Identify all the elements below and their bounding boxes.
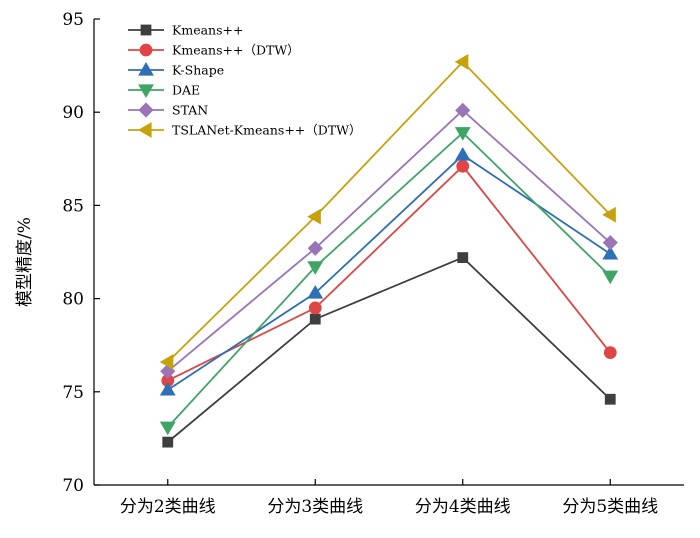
data-point	[159, 421, 176, 436]
legend-entry: K-Shape	[128, 62, 224, 78]
x-tick-label: 分为5类曲线	[562, 497, 658, 517]
y-tick-label: 95	[62, 10, 84, 30]
legend-entry: Kmeans++（DTW）	[128, 43, 300, 58]
legend-label: STAN	[172, 103, 208, 118]
legend-entry: STAN	[128, 102, 208, 118]
chart-legend: Kmeans++ Kmeans++（DTW） K-Shape DAE STAN TSLAN…	[128, 23, 361, 138]
y-tick-label: 70	[62, 476, 84, 496]
series-1	[162, 252, 616, 448]
x-tick-label: 分为4类曲线	[415, 497, 511, 517]
data-point	[457, 252, 469, 263]
data-point	[454, 127, 471, 141]
series-line	[167, 131, 611, 428]
x-tick-label: 分为2类曲线	[120, 497, 216, 517]
y-tick-label: 90	[62, 103, 84, 123]
series-6	[159, 53, 616, 370]
legend-marker	[138, 62, 154, 76]
series-line	[167, 60, 611, 363]
legend-entry: Kmeans++	[128, 23, 243, 38]
data-point	[308, 301, 322, 315]
data-point	[162, 436, 174, 448]
data-point	[603, 346, 617, 360]
legend-entry: DAE	[128, 83, 200, 98]
data-point	[454, 147, 471, 161]
legend-label: Kmeans++	[172, 23, 243, 38]
series-3	[159, 147, 619, 396]
data-point	[307, 240, 323, 256]
y-tick-label: 80	[62, 290, 84, 310]
legend-marker	[138, 122, 152, 138]
data-point	[602, 270, 619, 285]
legend-marker	[139, 43, 153, 57]
legend-marker	[138, 84, 154, 98]
series-line	[167, 256, 611, 443]
series-line	[167, 109, 611, 372]
data-point	[602, 245, 619, 260]
data-point	[602, 206, 616, 223]
x-tick-label: 分为3类曲线	[267, 497, 363, 517]
chart-axes: 70 75 80 85 90 95 分为2类曲线 分为3类曲线 分为4类曲线 分为5类曲线	[62, 10, 684, 517]
legend-marker	[140, 24, 152, 36]
series-4	[159, 127, 619, 436]
data-point	[456, 159, 470, 173]
data-point	[307, 208, 321, 225]
legend-entry: TSLANet-Kmeans++（DTW）	[128, 122, 361, 138]
legend-label: DAE	[172, 83, 200, 98]
data-point	[455, 102, 471, 118]
data-point	[309, 313, 321, 325]
data-point	[159, 381, 176, 396]
legend-label: Kmeans++（DTW）	[172, 43, 300, 58]
data-point	[307, 261, 324, 275]
series-layer	[159, 53, 619, 448]
y-axis-title: 模型精度/%	[15, 217, 35, 307]
data-point	[604, 393, 616, 405]
series-2	[161, 159, 617, 388]
legend-label: TSLANet-Kmeans++（DTW）	[172, 123, 361, 138]
y-tick-label: 85	[62, 196, 84, 216]
series-5	[160, 102, 618, 379]
data-point	[454, 53, 469, 70]
series-line	[167, 164, 611, 382]
data-point	[159, 354, 174, 370]
y-tick-label: 75	[62, 383, 84, 403]
data-point	[602, 235, 618, 251]
legend-marker	[138, 102, 154, 118]
legend-label: K-Shape	[172, 63, 224, 78]
data-point	[307, 285, 324, 299]
